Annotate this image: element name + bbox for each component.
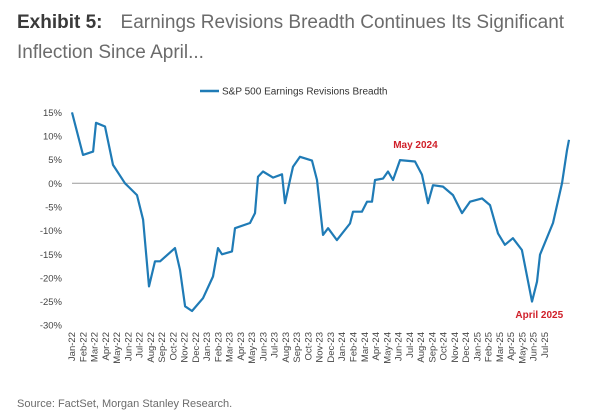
y-tick-label: -30% [40,321,63,332]
x-tick-label: Jun-23 [258,332,269,361]
x-tick-label: May-24 [382,332,393,364]
exhibit-label: Exhibit 5: [17,12,103,33]
x-tick-label: Jan-22 [67,332,78,361]
x-tick-label: Mar-22 [90,332,101,362]
x-tick-label: May-22 [112,332,123,364]
y-tick-label: 5% [48,155,62,166]
x-tick-label: Nov-24 [450,332,461,363]
x-tick-label: Apr-25 [506,332,517,361]
x-tick-label: Dec-23 [326,332,337,363]
x-tick-label: Sep-22 [157,332,168,363]
x-tick-label: Mar-24 [360,332,371,362]
chart-title: Exhibit 5: Earnings Revisions Breadth Con… [17,8,597,68]
series-line [70,112,571,313]
y-tick-label: 0% [48,179,62,190]
x-tick-label: Aug-23 [281,332,292,363]
source-note: Source: FactSet, Morgan Stanley Research… [17,398,233,410]
y-tick-label: 10% [43,132,63,143]
x-tick-label: Apr-24 [371,332,382,361]
x-tick-label: Jul-22 [135,332,146,358]
x-tick-label: Feb-25 [484,332,495,362]
x-tick-label: Feb-23 [213,332,224,362]
legend: S&P 500 Earnings Revisions Breadth [200,87,387,98]
x-tick-label: May-25 [517,332,528,364]
x-tick-label: Jan-23 [202,332,213,361]
y-tick-label: -10% [40,226,63,237]
x-tick-label: Dec-22 [191,332,202,363]
y-tick-label: -5% [45,202,62,213]
x-tick-label: Jun-24 [394,332,405,361]
title-line-2: Inflection Since April... [17,42,204,63]
x-tick-label: Dec-24 [461,332,472,363]
x-tick-label: Jul-25 [540,332,551,358]
x-tick-label: Oct-22 [168,332,179,361]
x-tick-label: Jul-23 [270,332,281,358]
x-tick-label: Feb-22 [78,332,89,362]
annotation-label: May 2024 [393,140,438,151]
x-tick-label: Jul-24 [405,332,416,358]
x-tick-label: Apr-23 [236,332,247,361]
x-tick-label: Sep-23 [292,332,303,363]
x-tick-label: Oct-23 [303,332,314,361]
x-tick-label: Jun-22 [123,332,134,361]
x-tick-label: Sep-24 [427,332,438,363]
x-tick-label: Jun-25 [529,332,540,361]
x-tick-label: Mar-23 [225,332,236,362]
x-tick-label: Nov-23 [315,332,326,363]
title-line-1: Earnings Revisions Breadth Continues Its… [120,12,565,33]
x-tick-label: Aug-24 [416,332,427,363]
x-tick-label: Apr-22 [101,332,112,361]
x-tick-label: Oct-24 [439,332,450,361]
x-tick-label: Jan-24 [337,332,348,361]
x-tick-label: Jan-25 [472,332,483,361]
x-tick-label: Feb-24 [349,332,360,362]
y-tick-label: -20% [40,273,63,284]
y-tick-label: -25% [40,297,63,308]
x-tick-label: May-23 [247,332,258,364]
legend-label: S&P 500 Earnings Revisions Breadth [222,87,387,98]
x-tick-label: Mar-25 [495,332,506,362]
x-tick-label: Nov-22 [180,332,191,363]
y-tick-label: 15% [43,108,63,119]
annotation-label: April 2025 [515,310,563,321]
y-tick-label: -15% [40,250,63,261]
x-tick-label: Aug-22 [146,332,157,363]
